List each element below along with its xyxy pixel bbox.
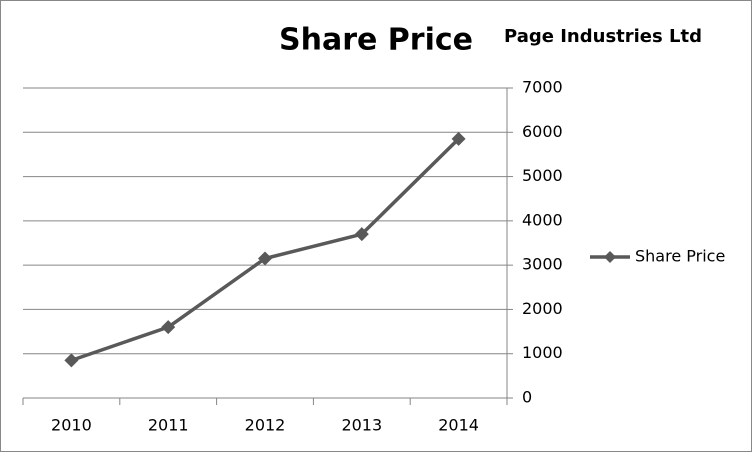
point-marker <box>161 320 176 335</box>
y-tick-label: 3000 <box>522 255 563 274</box>
point-marker <box>354 227 369 242</box>
point-marker <box>258 251 272 266</box>
point-marker <box>64 353 79 368</box>
y-tick-label: 7000 <box>522 78 563 97</box>
y-tick-label: 6000 <box>522 122 563 141</box>
y-tick-label: 5000 <box>522 166 563 185</box>
x-tick-label: 2012 <box>245 416 286 435</box>
x-tick-label: 2010 <box>51 416 92 435</box>
legend-label: Share Price <box>635 247 725 266</box>
x-tick-label: 2011 <box>148 416 189 435</box>
chart-subtitle: Page Industries Ltd <box>504 26 702 47</box>
chart-title: Share Price <box>279 23 473 58</box>
y-tick-label: 2000 <box>522 299 563 318</box>
x-tick-label: 2013 <box>341 416 382 435</box>
x-tick-label: 2014 <box>438 416 479 435</box>
y-tick-label: 4000 <box>522 210 563 229</box>
legend-marker <box>604 251 616 263</box>
point-marker <box>451 131 466 146</box>
y-tick-label: 0 <box>522 388 532 407</box>
y-tick-label: 1000 <box>522 343 563 362</box>
